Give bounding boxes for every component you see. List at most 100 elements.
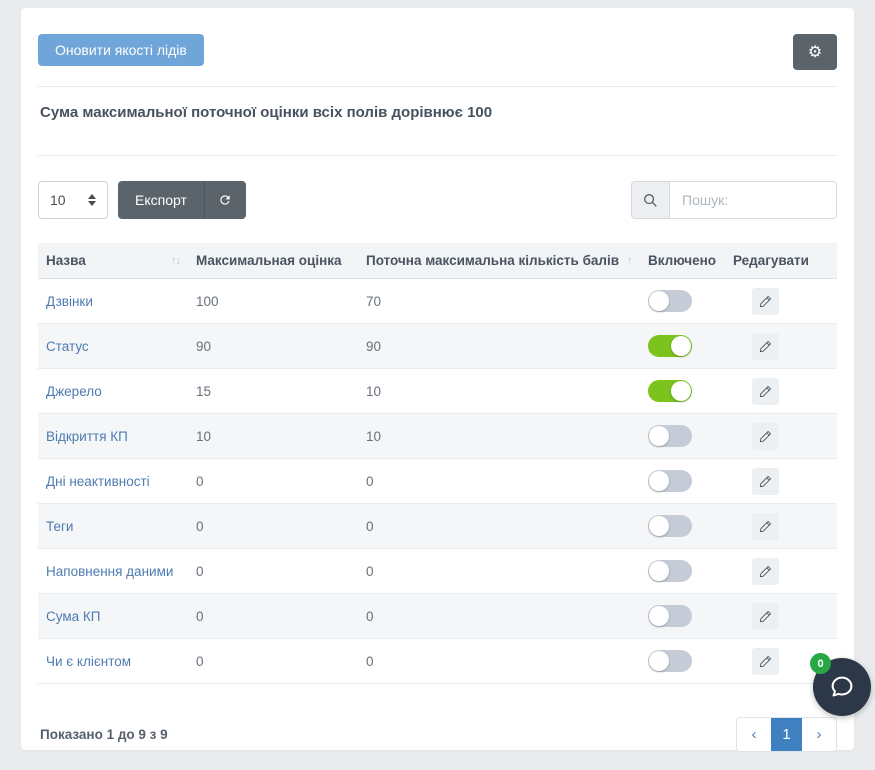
settings-button[interactable]: ⚙	[793, 34, 837, 70]
enabled-toggle[interactable]	[648, 515, 692, 537]
max-score-cell: 0	[188, 458, 358, 504]
sort-icon[interactable]: ↑↓	[171, 254, 180, 267]
current-max-cell: 10	[358, 368, 640, 414]
table-row: Чи є клієнтом 0 0	[38, 638, 837, 684]
table-header-row: Назва ↑↓ Максимальная оцінка ↑↓ Поточна …	[38, 243, 837, 279]
quality-name-link[interactable]: Статус	[46, 338, 89, 354]
main-panel: Оновити якості лідів ⚙ Сума максимальної…	[21, 8, 854, 752]
enabled-toggle[interactable]	[648, 650, 692, 672]
divider	[38, 155, 837, 156]
pencil-icon	[759, 295, 771, 307]
sort-icon[interactable]: ↑↓	[627, 254, 632, 267]
toggle-knob	[649, 471, 669, 491]
edit-button[interactable]	[752, 602, 779, 630]
page-size-value: 10	[50, 192, 66, 208]
search-addon	[631, 181, 669, 219]
quality-name-link[interactable]: Дзвінки	[46, 293, 93, 309]
pencil-icon	[759, 340, 771, 352]
column-header-current-max[interactable]: Поточна максимальна кількість балів ↑↓	[358, 243, 640, 279]
max-score-cell: 0	[188, 548, 358, 594]
top-toolbar: Оновити якості лідів ⚙	[38, 34, 837, 70]
toggle-knob	[649, 606, 669, 626]
quality-name-link[interactable]: Відкриття КП	[46, 428, 128, 444]
pagination-page-1[interactable]: 1	[771, 718, 802, 751]
pencil-icon	[759, 520, 771, 532]
max-score-cell: 15	[188, 368, 358, 414]
table-controls: 10 Експорт	[38, 181, 837, 219]
current-max-cell: 0	[358, 458, 640, 504]
max-score-cell: 0	[188, 638, 358, 684]
current-max-cell: 0	[358, 548, 640, 594]
max-score-cell: 0	[188, 503, 358, 549]
column-label: Максимальная оцінка	[196, 253, 342, 268]
pagination-prev-button[interactable]: ‹	[737, 718, 771, 751]
toggle-knob	[649, 561, 669, 581]
column-header-edit: Редагувати	[725, 243, 837, 279]
quality-name-link[interactable]: Наповнення даними	[46, 563, 174, 579]
pencil-icon	[759, 475, 771, 487]
edit-button[interactable]	[752, 557, 779, 585]
refresh-button[interactable]	[203, 181, 246, 219]
chat-widget-button[interactable]: 0	[810, 653, 871, 716]
toggle-knob	[671, 336, 691, 356]
edit-button[interactable]	[752, 422, 779, 450]
select-caret-icon	[88, 194, 96, 206]
table-row: Джерело 15 10	[38, 368, 837, 414]
pencil-icon	[759, 610, 771, 622]
table-row: Сума КП 0 0	[38, 593, 837, 639]
column-label: Назва	[46, 253, 86, 268]
table-row: Дні неактивності 0 0	[38, 458, 837, 504]
toggle-knob	[649, 516, 669, 536]
chat-unread-badge: 0	[810, 653, 831, 674]
quality-name-link[interactable]: Теги	[46, 518, 74, 534]
current-max-cell: 10	[358, 413, 640, 459]
sort-icon[interactable]: ↑↓	[342, 255, 351, 267]
quality-name-link[interactable]: Чи є клієнтом	[46, 653, 132, 669]
enabled-toggle[interactable]	[648, 380, 692, 402]
table-row: Відкриття КП 10 10	[38, 413, 837, 459]
current-max-cell: 0	[358, 593, 640, 639]
edit-button[interactable]	[752, 512, 779, 540]
current-max-cell: 0	[358, 503, 640, 549]
lead-quality-table: Назва ↑↓ Максимальная оцінка ↑↓ Поточна …	[38, 243, 837, 684]
quality-name-link[interactable]: Джерело	[46, 383, 102, 399]
max-score-cell: 100	[188, 278, 358, 324]
pagination-next-button[interactable]: ›	[802, 718, 836, 751]
sort-icon[interactable]: ↑↓	[716, 255, 717, 267]
update-lead-qualities-button[interactable]: Оновити якості лідів	[38, 34, 204, 66]
enabled-toggle[interactable]	[648, 290, 692, 312]
edit-button[interactable]	[752, 647, 779, 675]
edit-button[interactable]	[752, 377, 779, 405]
toggle-knob	[649, 426, 669, 446]
quality-name-link[interactable]: Дні неактивності	[46, 473, 150, 489]
quality-name-link[interactable]: Сума КП	[46, 608, 101, 624]
enabled-toggle[interactable]	[648, 425, 692, 447]
enabled-toggle[interactable]	[648, 560, 692, 582]
edit-button[interactable]	[752, 287, 779, 315]
edit-button[interactable]	[752, 467, 779, 495]
column-header-max-score[interactable]: Максимальная оцінка ↑↓	[188, 243, 358, 279]
current-max-cell: 0	[358, 638, 640, 684]
max-score-cell: 0	[188, 593, 358, 639]
chat-bubble-icon	[831, 676, 853, 697]
showing-info: Показано 1 до 9 з 9	[40, 727, 168, 742]
gear-icon: ⚙	[807, 44, 823, 61]
search-input[interactable]	[669, 181, 837, 219]
search-group	[631, 181, 837, 219]
edit-button[interactable]	[752, 332, 779, 360]
page-subtitle: Сума максимальної поточної оцінки всіх п…	[40, 104, 493, 121]
enabled-toggle[interactable]	[648, 470, 692, 492]
refresh-icon	[220, 195, 231, 205]
toggle-knob	[671, 381, 691, 401]
export-button[interactable]: Експорт	[118, 181, 204, 219]
enabled-toggle[interactable]	[648, 335, 692, 357]
column-header-enabled[interactable]: Включено ↑↓	[640, 243, 725, 279]
table-row: Теги 0 0	[38, 503, 837, 549]
search-icon	[644, 193, 657, 207]
page-size-select[interactable]: 10	[38, 181, 108, 219]
current-max-cell: 90	[358, 323, 640, 369]
pencil-icon	[759, 430, 771, 442]
enabled-toggle[interactable]	[648, 605, 692, 627]
current-max-cell: 70	[358, 278, 640, 324]
column-header-name[interactable]: Назва ↑↓	[38, 243, 188, 279]
